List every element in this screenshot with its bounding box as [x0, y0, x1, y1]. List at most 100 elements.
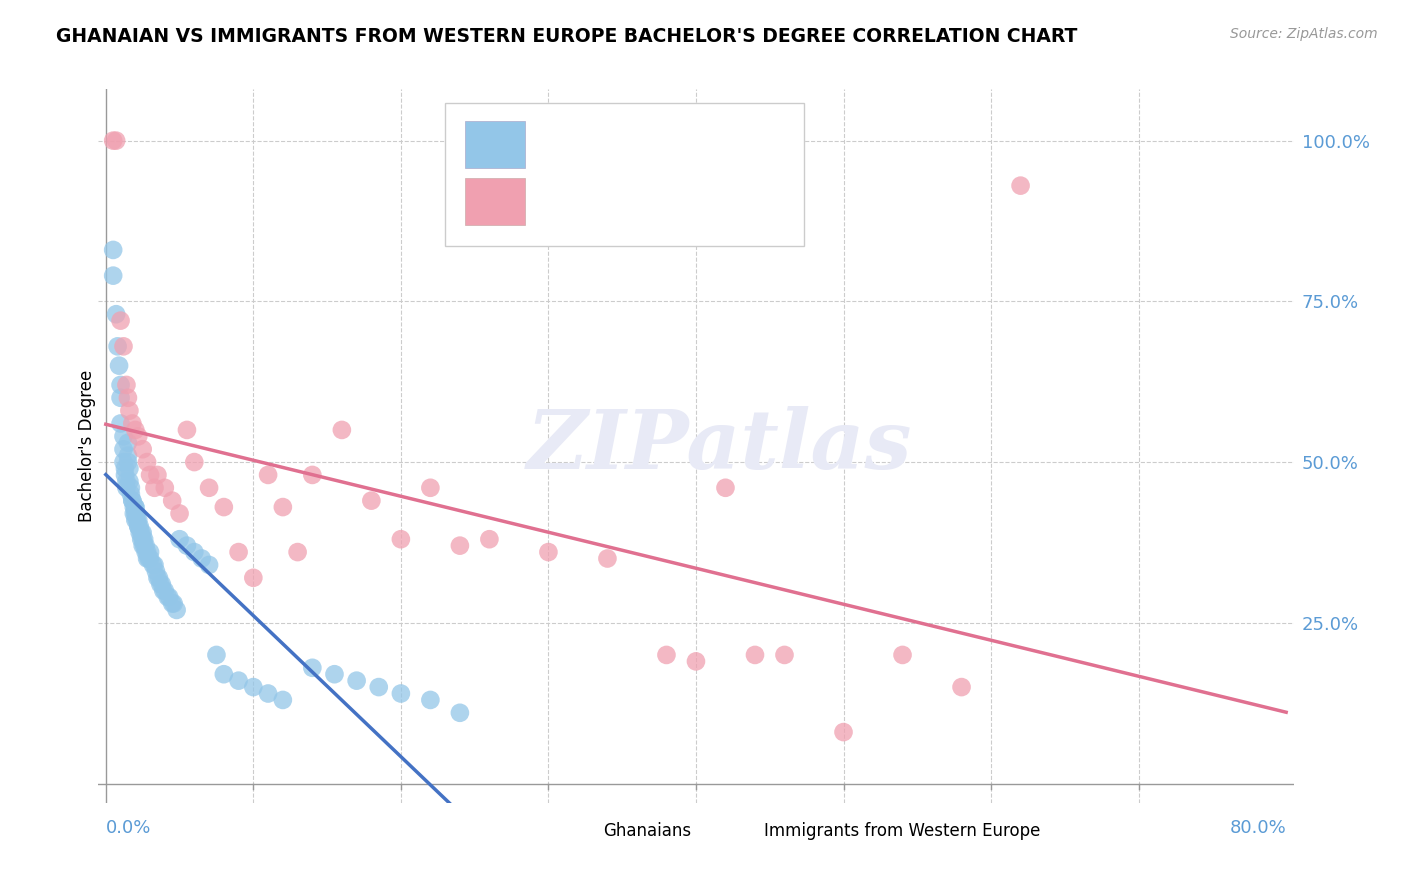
Point [112, 429, 135, 443]
Point [1010, 178, 1032, 193]
Point [143, 481, 166, 495]
Point [131, 533, 153, 547]
Point [121, 493, 143, 508]
Point [110, 391, 132, 405]
Point [449, 706, 471, 720]
Point [891, 648, 914, 662]
Point [360, 493, 382, 508]
Point [478, 533, 501, 547]
Point [163, 597, 186, 611]
Point [114, 461, 136, 475]
Point [136, 551, 159, 566]
Point [685, 654, 707, 668]
Point [346, 673, 368, 688]
Text: 0.0%: 0.0% [105, 819, 152, 837]
Point [153, 481, 176, 495]
Point [135, 545, 157, 559]
Text: -0.106: -0.106 [585, 132, 650, 150]
Point [419, 693, 441, 707]
Point [323, 667, 346, 681]
Point [125, 513, 148, 527]
Point [139, 551, 162, 566]
Point [124, 513, 146, 527]
Point [389, 686, 412, 700]
Point [367, 680, 389, 694]
Point [138, 551, 160, 566]
Point [136, 455, 159, 469]
Point [118, 475, 141, 489]
Point [449, 539, 471, 553]
FancyBboxPatch shape [446, 103, 804, 246]
Point [419, 481, 441, 495]
Point [101, 134, 124, 148]
Y-axis label: Bachelor's Degree: Bachelor's Degree [79, 370, 96, 522]
Point [122, 507, 145, 521]
Point [139, 545, 162, 559]
Point [121, 493, 143, 508]
Point [169, 533, 191, 547]
Point [832, 725, 855, 739]
Point [115, 378, 138, 392]
Point [127, 429, 149, 443]
Point [152, 583, 174, 598]
Point [124, 500, 146, 514]
Text: R =: R = [531, 189, 576, 207]
Text: Source: ZipAtlas.com: Source: ZipAtlas.com [1230, 27, 1378, 41]
Point [139, 467, 162, 482]
Point [744, 648, 766, 662]
Point [198, 481, 221, 495]
Point [157, 590, 180, 604]
Point [149, 577, 172, 591]
Point [166, 603, 188, 617]
Point [125, 507, 148, 521]
Point [101, 243, 124, 257]
Point [117, 435, 139, 450]
Point [114, 467, 136, 482]
Point [129, 533, 152, 547]
Text: 45: 45 [717, 189, 742, 207]
Point [112, 455, 135, 469]
Point [131, 442, 153, 457]
Point [301, 661, 323, 675]
Point [124, 423, 146, 437]
Point [242, 571, 264, 585]
Point [257, 467, 280, 482]
Point [131, 525, 153, 540]
Point [150, 577, 173, 591]
FancyBboxPatch shape [716, 814, 759, 847]
Point [129, 525, 152, 540]
Point [122, 500, 145, 514]
Text: N =: N = [666, 189, 706, 207]
Point [271, 693, 294, 707]
Point [115, 475, 138, 489]
Point [330, 423, 353, 437]
Point [134, 533, 156, 547]
Text: Ghanaians: Ghanaians [603, 822, 690, 839]
Point [127, 519, 149, 533]
Text: ZIPatlas: ZIPatlas [527, 406, 912, 486]
Point [773, 648, 796, 662]
Point [148, 571, 170, 585]
Point [183, 545, 205, 559]
Point [112, 339, 135, 353]
Point [950, 680, 973, 694]
Point [136, 545, 159, 559]
Point [212, 667, 235, 681]
Point [117, 449, 139, 463]
Point [198, 558, 221, 572]
Point [131, 539, 153, 553]
Point [160, 493, 183, 508]
Point [301, 467, 323, 482]
Point [205, 648, 228, 662]
Point [101, 268, 124, 283]
Point [190, 551, 212, 566]
Point [128, 525, 150, 540]
Point [714, 481, 737, 495]
Point [271, 500, 294, 514]
Point [120, 487, 142, 501]
Point [537, 545, 560, 559]
Point [212, 500, 235, 514]
Point [156, 590, 179, 604]
Point [134, 539, 156, 553]
Point [127, 519, 149, 533]
